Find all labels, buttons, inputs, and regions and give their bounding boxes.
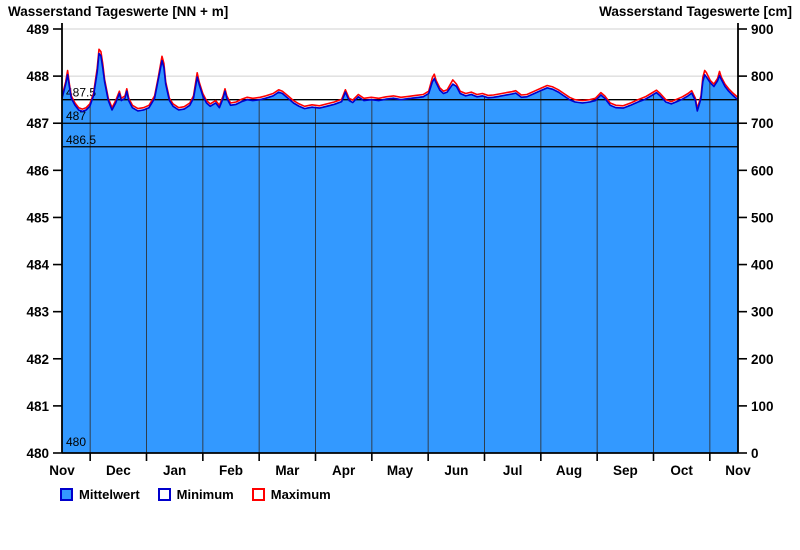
legend-label: Mittelwert — [79, 487, 140, 502]
axes — [61, 23, 739, 454]
x-tick-label: Nov — [49, 463, 75, 478]
y-left-tick-label: 485 — [26, 210, 49, 225]
y-right-tick-label: 500 — [751, 210, 774, 225]
x-tick-label: Dec — [106, 463, 131, 478]
inplot-annotation: 487 — [66, 109, 86, 123]
line-series-maximum — [61, 48, 739, 110]
x-tick-label: May — [387, 463, 414, 478]
legend-swatch-icon — [60, 488, 73, 501]
x-tick-label: Oct — [670, 463, 693, 478]
y-left-tick-label: 480 — [26, 446, 49, 461]
legend-item-mittelwert: Mittelwert — [60, 487, 140, 502]
y-left-tick-label: 483 — [26, 305, 49, 320]
inplot-annotation: 487.5 — [66, 86, 96, 100]
x-tick-label: Sep — [613, 463, 638, 478]
legend-swatch-icon — [251, 488, 265, 501]
y-right-tick-label: 100 — [751, 399, 774, 414]
y-right-tick-label: 800 — [751, 69, 774, 84]
y-left-tick-label: 488 — [26, 69, 49, 84]
legend-item-minimum: Minimum — [157, 487, 234, 502]
y-left-tick-label: 484 — [26, 258, 49, 273]
y-left-tick-label: 489 — [26, 22, 49, 37]
line-series-minimum — [61, 52, 739, 113]
y-left-tick-label: 486 — [26, 163, 49, 178]
y-right-tick-label: 0 — [751, 446, 759, 461]
axis-ticks — [53, 28, 747, 461]
x-tick-label: Nov — [725, 463, 751, 478]
y-left-tick-label: 481 — [26, 399, 49, 414]
y-right-tick-label: 200 — [751, 352, 774, 367]
area-series-mittelwert — [62, 52, 738, 453]
legend-item-maximum: Maximum — [251, 487, 331, 502]
chart-title-left: Wasserstand Tageswerte [NN + m] — [8, 4, 229, 19]
legend-label: Maximum — [270, 487, 331, 502]
y-right-tick-label: 900 — [751, 22, 774, 37]
y-right-tick-label: 600 — [751, 163, 774, 178]
y-right-tick-label: 300 — [751, 305, 774, 320]
y-right-tick-label: 700 — [751, 116, 774, 131]
x-tick-label: Jun — [444, 463, 468, 478]
inplot-annotation: 486.5 — [66, 133, 96, 147]
x-tick-label: Jul — [503, 463, 523, 478]
legend-swatch-icon — [157, 488, 171, 501]
y-left-tick-label: 487 — [26, 116, 49, 131]
y-left-tick-label: 482 — [26, 352, 49, 367]
x-tick-label: Apr — [332, 463, 356, 478]
y-right-tick-label: 400 — [751, 258, 774, 273]
inplot-annotation: 480 — [66, 435, 86, 449]
x-tick-label: Aug — [556, 463, 582, 478]
x-tick-label: Mar — [275, 463, 300, 478]
x-tick-label: Jan — [163, 463, 186, 478]
x-tick-label: Feb — [219, 463, 243, 478]
chart-title-right: Wasserstand Tageswerte [cm] — [599, 4, 792, 19]
legend-label: Minimum — [176, 487, 234, 502]
chart-legend: Mittelwert Minimum Maximum — [60, 487, 331, 502]
